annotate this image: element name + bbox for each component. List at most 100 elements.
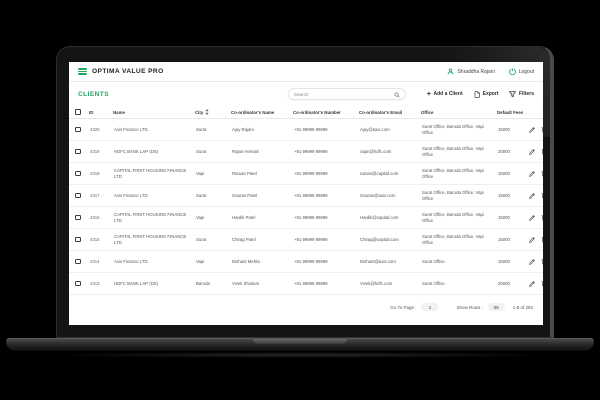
table-row[interactable]: 4316 CAPITAL FIRST HOUSING FINANCE LTD V… xyxy=(69,207,543,229)
cell-coordinator-email: Gaurav@axis.com xyxy=(360,192,396,198)
sort-icon[interactable] xyxy=(205,108,209,116)
row-checkbox[interactable] xyxy=(75,170,81,177)
delete-icon[interactable] xyxy=(541,148,543,155)
row-checkbox[interactable] xyxy=(75,258,81,265)
col-header-city[interactable]: City xyxy=(195,108,229,116)
cell-coordinator-name: Ajay Rajani xyxy=(232,126,254,132)
filters-label: Filters xyxy=(518,91,534,97)
cell-coordinator-email: raman@capital.com xyxy=(360,170,399,176)
cell-office: Surat Office, Baroda Office, Vapi Office xyxy=(422,189,484,201)
cell-city: Surat xyxy=(196,236,207,242)
row-checkbox[interactable] xyxy=(75,192,81,199)
cell-default-fees: 15000 xyxy=(498,126,510,132)
cell-city: Surat xyxy=(196,192,207,198)
edit-icon[interactable] xyxy=(529,192,535,199)
table-row[interactable]: 4318 CAPITAL FIRST HOUSING FINANCE LTD V… xyxy=(69,163,543,185)
toolbar: CLIENTS + Add a Client Exp xyxy=(69,82,543,106)
cell-id: 4319 xyxy=(90,148,100,154)
user-menu[interactable]: Shraddha Rajani xyxy=(447,68,495,75)
cell-id: 4314 xyxy=(90,258,100,264)
go-to-page-label: Go To Page : xyxy=(390,304,417,310)
col-header-name[interactable]: Name xyxy=(113,109,125,115)
cell-office: Surat Office, Baroda Office, Vapi Office xyxy=(422,167,484,179)
edit-icon[interactable] xyxy=(529,258,535,265)
row-checkbox[interactable] xyxy=(75,236,81,243)
cell-city: Vapi xyxy=(196,258,205,264)
delete-icon[interactable] xyxy=(541,170,543,177)
filter-funnel-icon xyxy=(509,91,517,98)
delete-icon[interactable] xyxy=(541,192,543,199)
row-checkbox[interactable] xyxy=(75,280,81,287)
col-header-coordinator-number[interactable]: Co-ordinator's Number xyxy=(293,109,341,115)
delete-icon[interactable] xyxy=(541,258,543,265)
logout-label: Logout xyxy=(518,68,534,75)
cell-coordinator-name: Vivek Shiolani xyxy=(232,280,259,286)
pagination: Go To Page : 1 Show Rows : 08 1-8 of 283 xyxy=(69,295,543,311)
export-icon xyxy=(474,90,481,98)
filters-button[interactable]: Filters xyxy=(509,91,534,98)
cell-default-fees: 20000 xyxy=(498,280,510,286)
edit-icon[interactable] xyxy=(529,236,535,243)
table-row[interactable]: 4317 Axis Finance LTD. Surat Gaurav Pate… xyxy=(69,185,543,207)
add-client-button[interactable]: + Add a Client xyxy=(426,90,463,98)
cell-coordinator-email: Vivek@hdfc.com xyxy=(360,280,393,286)
logout-button[interactable]: Logout xyxy=(508,68,534,75)
cell-default-fees: 15000 xyxy=(498,170,510,176)
delete-icon[interactable] xyxy=(541,126,543,133)
col-header-office[interactable]: Office xyxy=(421,109,434,115)
user-name: Shraddha Rajani xyxy=(457,68,495,75)
app-header: OPTIMA VALUE PRO Shraddha Rajani xyxy=(69,62,543,82)
col-header-id[interactable]: ID xyxy=(89,109,94,115)
table-row[interactable]: 4315 CAPITAL FIRST HOUSING FINANCE LTD S… xyxy=(69,229,543,251)
cell-city: Surat xyxy=(196,126,207,132)
delete-icon[interactable] xyxy=(541,236,543,243)
app-title: OPTIMA VALUE PRO xyxy=(92,68,164,75)
export-button[interactable]: Export xyxy=(474,90,498,98)
delete-icon[interactable] xyxy=(541,214,543,221)
delete-icon[interactable] xyxy=(541,280,543,287)
cell-default-fees: 15000 xyxy=(498,236,510,242)
cell-coordinator-number: +91 99999 99999 xyxy=(294,192,328,198)
select-all-checkbox[interactable] xyxy=(75,109,81,115)
table-row[interactable]: 4319 HDFC BANK LAP (DS) Surat Rajan Hema… xyxy=(69,141,543,163)
table-row[interactable]: 4320 Axis Finance LTD. Surat Ajay Rajani… xyxy=(69,119,543,141)
col-header-coordinator-email[interactable]: Co-ordinator's Email xyxy=(359,109,403,115)
table-row[interactable]: 4314 Axis Finance LTD. Vapi Dishant Meht… xyxy=(69,251,543,273)
cell-city: Baroda xyxy=(196,280,210,286)
cell-name: Axis Finance LTD. xyxy=(114,258,149,264)
row-checkbox[interactable] xyxy=(75,126,81,133)
row-checkbox[interactable] xyxy=(75,214,81,221)
edit-icon[interactable] xyxy=(529,126,535,133)
plus-icon: + xyxy=(426,90,431,98)
show-rows-label: Show Rows : xyxy=(456,304,483,310)
cell-coordinator-email: Ajay@axis.com xyxy=(360,126,390,132)
cell-name: Axis Finance LTD. xyxy=(114,126,149,132)
search-icon xyxy=(394,85,400,103)
edit-icon[interactable] xyxy=(529,214,535,221)
show-rows-select[interactable]: 08 xyxy=(487,303,505,311)
range-text: 1-8 of 283 xyxy=(512,304,533,310)
search-input[interactable] xyxy=(293,91,394,97)
search-bar[interactable] xyxy=(287,85,406,103)
cell-id: 4317 xyxy=(90,192,100,198)
cell-coordinator-email: Dishant@axis.com xyxy=(360,258,396,264)
cell-coordinator-email: rajan@hdfc.com xyxy=(360,148,392,154)
cell-name: CAPITAL FIRST HOUSING FINANCE LTD xyxy=(114,211,187,223)
cell-coordinator-name: Chirag Patel xyxy=(232,236,256,242)
cell-city: Vapi xyxy=(196,170,205,176)
app-screen: OPTIMA VALUE PRO Shraddha Rajani xyxy=(69,62,543,325)
cell-coordinator-number: +91 99999 99999 xyxy=(294,214,328,220)
table-row[interactable]: 4313 HDFC BANK LAP (DS) Baroda Vivek Shi… xyxy=(69,273,543,295)
row-checkbox[interactable] xyxy=(75,148,81,155)
hamburger-menu-icon[interactable] xyxy=(78,68,87,75)
cell-coordinator-name: Rajan Hemani xyxy=(232,148,260,154)
page-input[interactable]: 1 xyxy=(421,303,439,311)
edit-icon[interactable] xyxy=(529,148,535,155)
cell-coordinator-name: Raman Patel xyxy=(232,170,257,176)
user-icon xyxy=(447,68,454,75)
table-header: ID Name City Co-ordinator's Name Co-ordi… xyxy=(69,106,543,119)
edit-icon[interactable] xyxy=(529,170,535,177)
col-header-default-fees[interactable]: Default Fees xyxy=(497,109,524,115)
edit-icon[interactable] xyxy=(529,280,535,287)
col-header-coordinator-name[interactable]: Co-ordinator's Name xyxy=(231,109,275,115)
